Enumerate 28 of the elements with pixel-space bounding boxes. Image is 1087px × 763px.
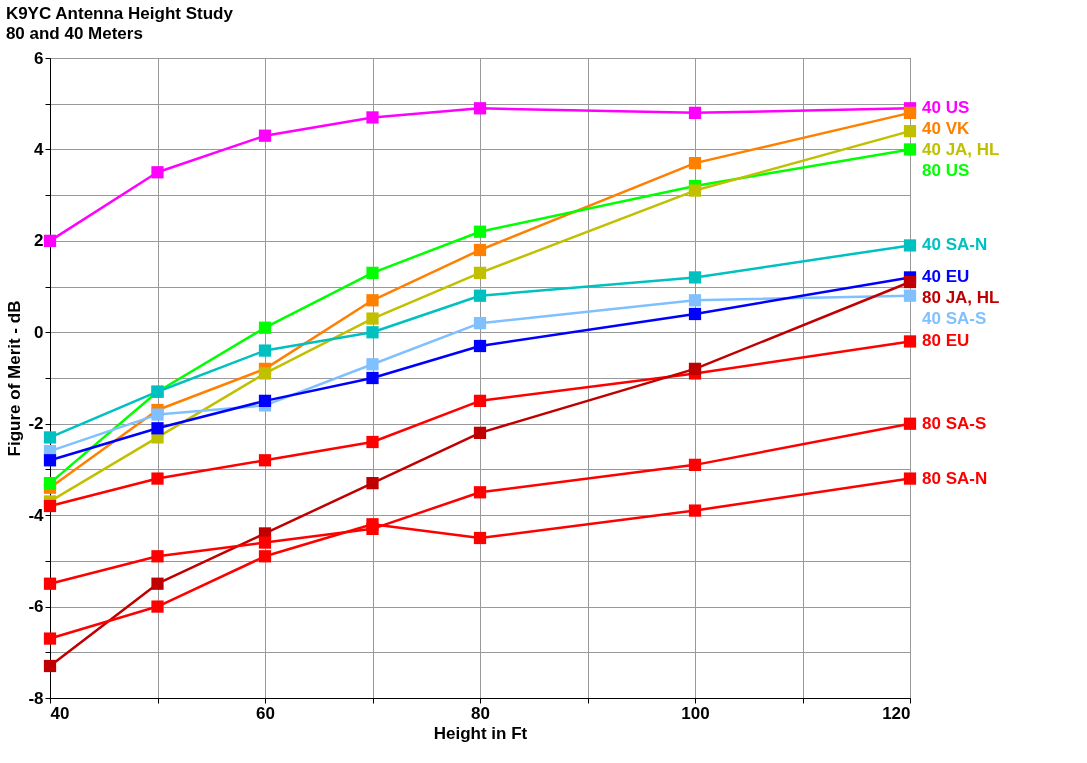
series-label: 80 EU [922, 331, 970, 351]
x-tick-label: 40 [50, 703, 70, 723]
series-label: 80 SA-S [922, 413, 987, 433]
x-tick-label: 60 [256, 703, 275, 723]
y-tick-label: 4 [34, 139, 45, 159]
y-tick-label: -8 [28, 688, 44, 708]
y-tick-label: -6 [28, 597, 44, 617]
x-axis-title: Height in Ft [433, 723, 528, 743]
y-tick-label: 6 [34, 48, 44, 68]
y-axis-title: Figure of Merit - dB [5, 300, 25, 457]
x-tick-label: 120 [882, 703, 911, 723]
series-label: 40 SA-N [922, 235, 988, 255]
chart-title: K9YC Antenna Height Study [5, 4, 234, 23]
series-label: 40 VK [922, 119, 970, 139]
y-tick-label: -2 [28, 414, 44, 434]
series-label: 40 JA, HL [922, 140, 1000, 160]
x-tick-label: 100 [681, 703, 710, 723]
series-label: 80 US [922, 161, 970, 181]
chart-subtitle: 80 and 40 Meters [5, 24, 143, 43]
series-label: 80 JA, HL [922, 288, 1000, 308]
series-label: 40 SA-S [922, 309, 987, 329]
x-tick-label: 80 [471, 703, 490, 723]
series-label: 40 US [922, 98, 970, 118]
series-label: 40 EU [922, 267, 970, 287]
y-tick-label: 0 [34, 322, 44, 342]
y-tick-label: 2 [34, 231, 44, 251]
y-tick-label: -4 [28, 505, 45, 525]
series-label: 80 SA-N [922, 468, 988, 488]
